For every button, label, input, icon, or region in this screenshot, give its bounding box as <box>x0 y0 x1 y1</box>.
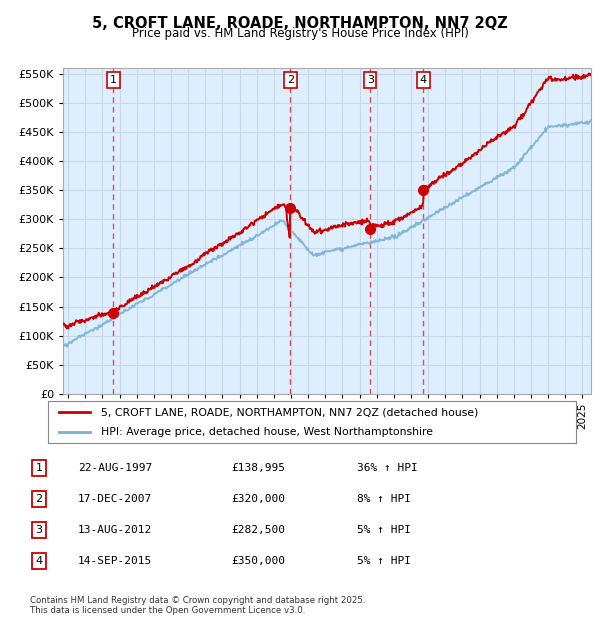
Text: 8% ↑ HPI: 8% ↑ HPI <box>357 494 411 504</box>
Text: 14-SEP-2015: 14-SEP-2015 <box>78 556 152 566</box>
Text: 5% ↑ HPI: 5% ↑ HPI <box>357 525 411 535</box>
Text: 5, CROFT LANE, ROADE, NORTHAMPTON, NN7 2QZ: 5, CROFT LANE, ROADE, NORTHAMPTON, NN7 2… <box>92 16 508 30</box>
Text: 3: 3 <box>35 525 43 535</box>
Text: £138,995: £138,995 <box>231 463 285 473</box>
Text: 2: 2 <box>35 494 43 504</box>
Text: 17-DEC-2007: 17-DEC-2007 <box>78 494 152 504</box>
Text: 4: 4 <box>35 556 43 566</box>
Text: 1: 1 <box>110 75 117 85</box>
Text: Contains HM Land Registry data © Crown copyright and database right 2025.
This d: Contains HM Land Registry data © Crown c… <box>30 596 365 615</box>
Text: £320,000: £320,000 <box>231 494 285 504</box>
Text: 3: 3 <box>367 75 374 85</box>
Text: 5, CROFT LANE, ROADE, NORTHAMPTON, NN7 2QZ (detached house): 5, CROFT LANE, ROADE, NORTHAMPTON, NN7 2… <box>101 407 478 417</box>
Text: 13-AUG-2012: 13-AUG-2012 <box>78 525 152 535</box>
Text: 36% ↑ HPI: 36% ↑ HPI <box>357 463 418 473</box>
Text: 5% ↑ HPI: 5% ↑ HPI <box>357 556 411 566</box>
Text: 1: 1 <box>35 463 43 473</box>
Text: 22-AUG-1997: 22-AUG-1997 <box>78 463 152 473</box>
Text: 4: 4 <box>419 75 427 85</box>
Text: Price paid vs. HM Land Registry's House Price Index (HPI): Price paid vs. HM Land Registry's House … <box>131 27 469 40</box>
Text: 2: 2 <box>287 75 294 85</box>
Text: HPI: Average price, detached house, West Northamptonshire: HPI: Average price, detached house, West… <box>101 427 433 437</box>
Text: £282,500: £282,500 <box>231 525 285 535</box>
Text: £350,000: £350,000 <box>231 556 285 566</box>
